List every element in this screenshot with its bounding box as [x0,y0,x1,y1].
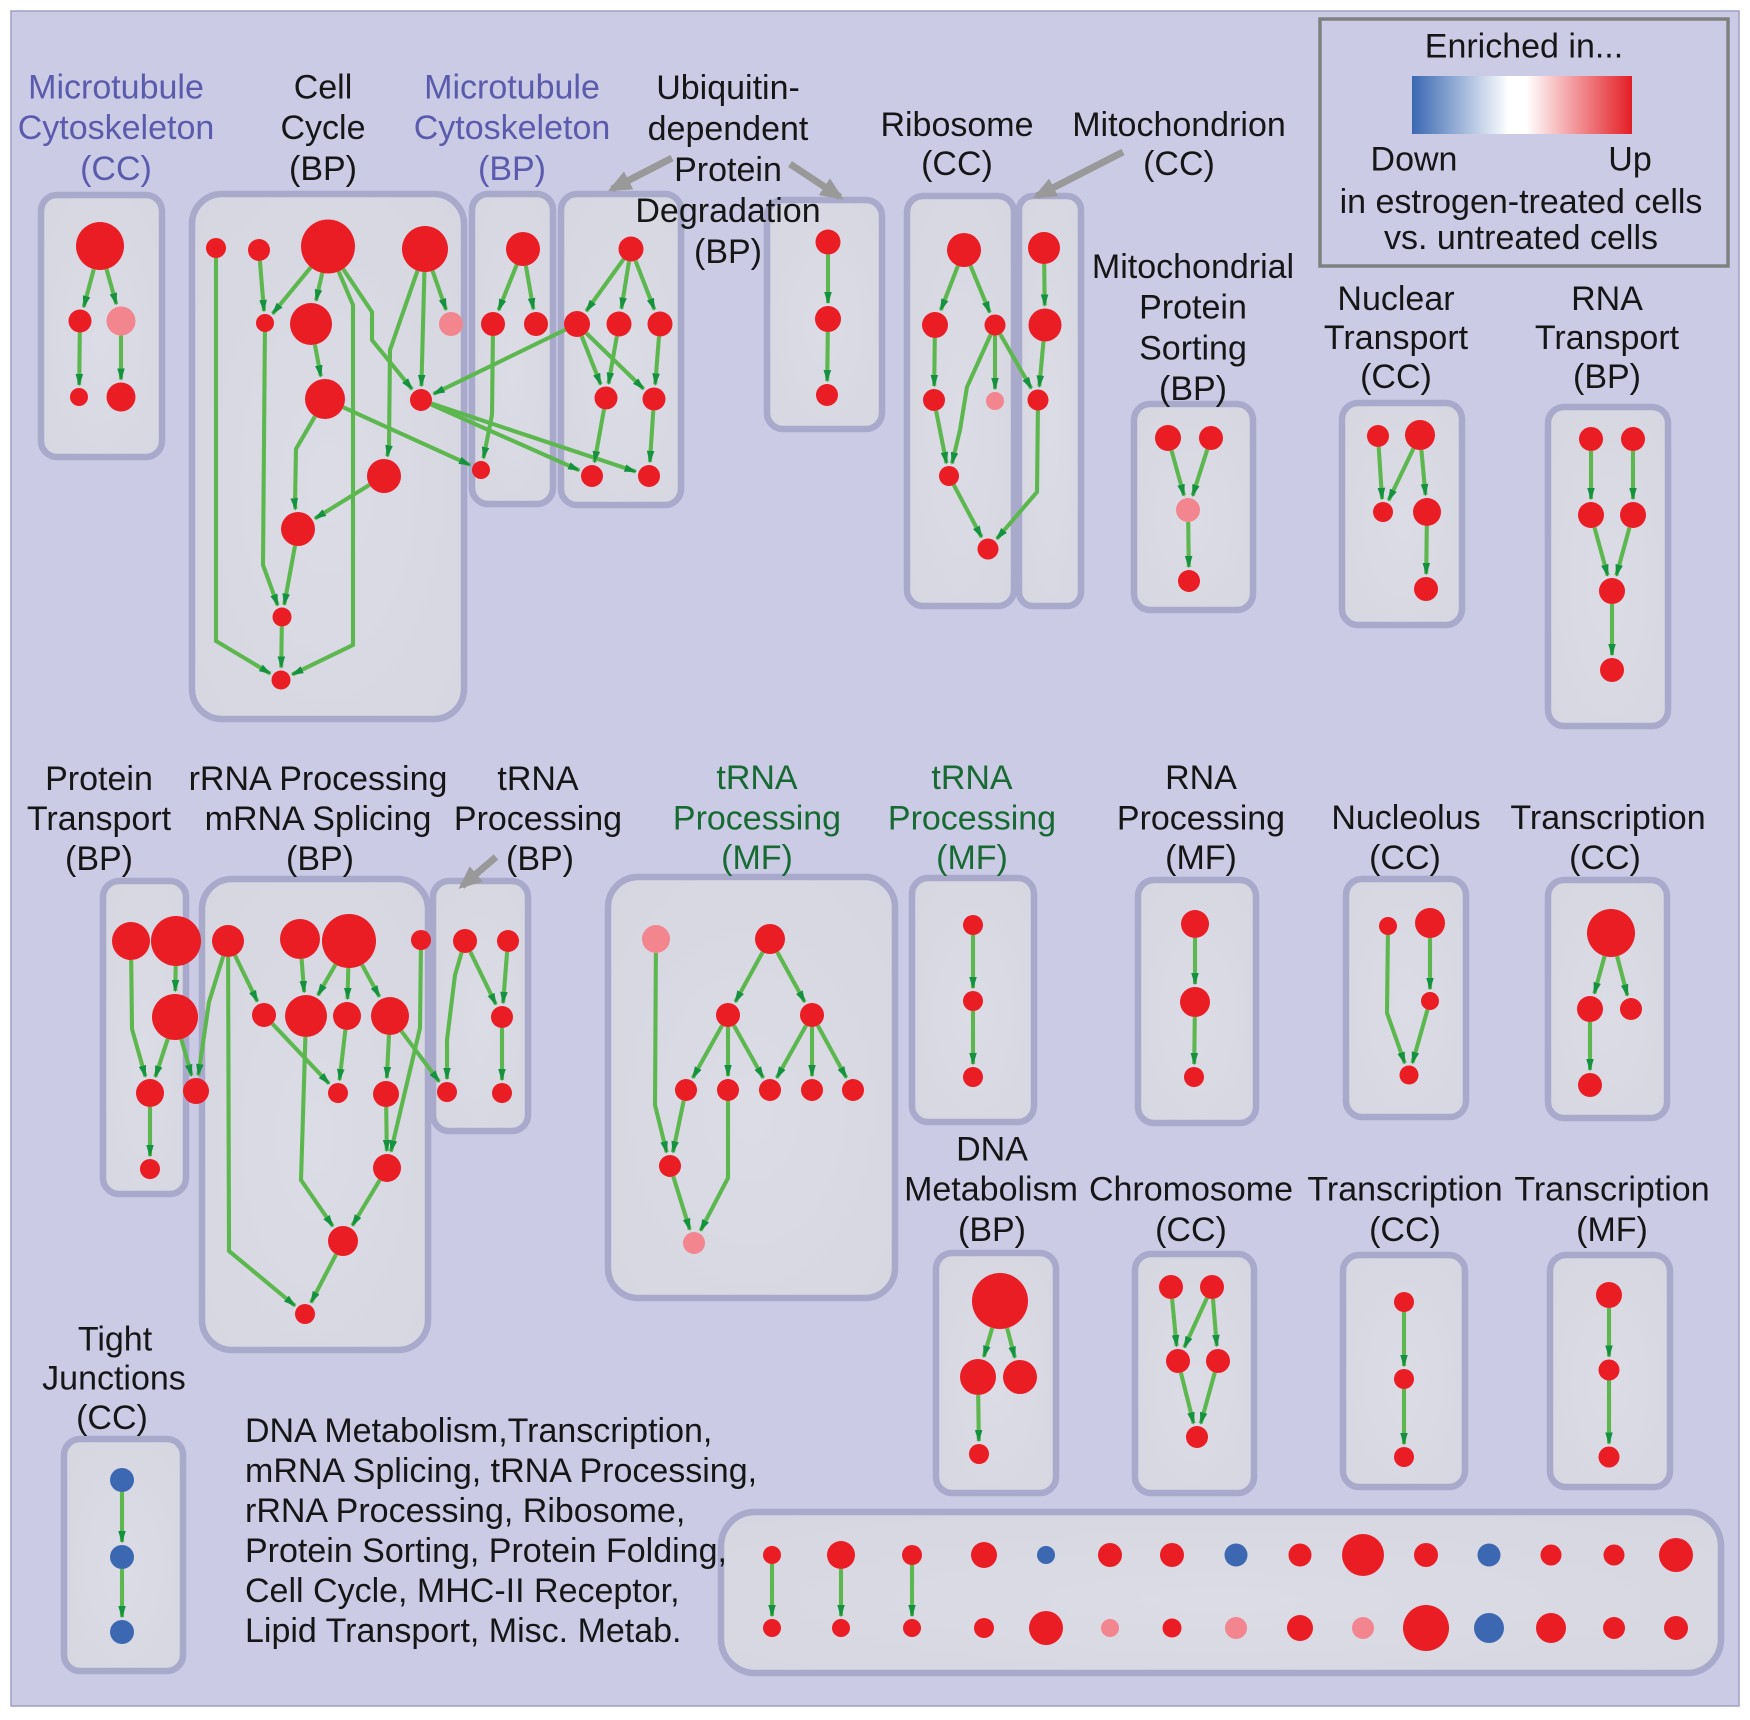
svg-text:Lipid Transport, Misc. Metab.: Lipid Transport, Misc. Metab. [245,1612,682,1650]
svg-text:(MF): (MF) [1576,1211,1648,1249]
svg-text:Protein: Protein [1139,289,1247,327]
svg-text:Junctions: Junctions [42,1360,186,1398]
svg-text:(CC): (CC) [1369,839,1441,877]
svg-text:(BP): (BP) [694,233,762,271]
svg-text:Down: Down [1371,141,1458,179]
svg-text:Nuclear: Nuclear [1337,280,1454,318]
svg-text:(CC): (CC) [1569,839,1641,877]
svg-text:tRNA: tRNA [497,760,579,798]
svg-text:rRNA Processing: rRNA Processing [189,760,448,798]
svg-text:(BP): (BP) [65,840,133,878]
svg-text:Transcription: Transcription [1514,1171,1709,1209]
svg-text:(CC): (CC) [921,145,993,183]
svg-text:(BP): (BP) [958,1211,1026,1249]
svg-text:Transcription: Transcription [1307,1171,1502,1209]
svg-text:Ubiquitin-: Ubiquitin- [656,69,800,107]
svg-text:(CC): (CC) [76,1399,148,1437]
svg-text:(BP): (BP) [478,150,546,188]
svg-text:Degradation: Degradation [635,192,820,230]
svg-text:Mitochondrion: Mitochondrion [1072,106,1286,144]
svg-text:(BP): (BP) [1573,358,1641,396]
svg-text:Microtubule: Microtubule [424,69,600,107]
svg-text:(BP): (BP) [286,840,354,878]
svg-text:Ribosome: Ribosome [880,106,1033,144]
svg-text:Protein: Protein [674,151,782,189]
svg-text:DNA: DNA [956,1131,1028,1169]
svg-text:DNA Metabolism,Transcription,: DNA Metabolism,Transcription, [245,1412,712,1450]
svg-text:(CC): (CC) [1369,1211,1441,1249]
svg-text:(MF): (MF) [721,839,793,877]
svg-text:Processing: Processing [454,800,622,838]
svg-text:dependent: dependent [648,110,809,148]
svg-text:Microtubule: Microtubule [28,69,204,107]
svg-text:Mitochondrial: Mitochondrial [1092,248,1294,286]
svg-text:Cell Cycle, MHC-II Receptor,: Cell Cycle, MHC-II Receptor, [245,1572,680,1610]
svg-text:(CC): (CC) [1155,1211,1227,1249]
svg-text:mRNA Splicing: mRNA Splicing [205,800,432,838]
svg-text:Chromosome: Chromosome [1089,1171,1293,1209]
svg-text:Sorting: Sorting [1139,329,1247,367]
svg-text:tRNA: tRNA [716,759,798,797]
svg-text:RNA: RNA [1571,280,1643,318]
svg-text:(MF): (MF) [936,839,1008,877]
svg-text:Processing: Processing [888,800,1056,838]
svg-text:tRNA: tRNA [931,759,1013,797]
svg-text:(CC): (CC) [1360,358,1432,396]
svg-text:in estrogen-treated cells: in estrogen-treated cells [1340,183,1703,221]
svg-text:Cytoskeleton: Cytoskeleton [414,109,611,147]
svg-text:Processing: Processing [1117,800,1285,838]
svg-text:Cell: Cell [294,69,353,107]
svg-text:Tight: Tight [78,1321,153,1359]
svg-text:Protein Sorting, Protein Foldi: Protein Sorting, Protein Folding, [245,1532,727,1570]
svg-text:Transport: Transport [1324,319,1469,357]
svg-text:Transport: Transport [1535,319,1680,357]
svg-text:Transport: Transport [27,800,172,838]
svg-text:rRNA Processing, Ribosome,: rRNA Processing, Ribosome, [245,1492,685,1530]
svg-text:Transcription: Transcription [1510,799,1705,837]
svg-text:Metabolism: Metabolism [904,1171,1078,1209]
svg-text:Enriched in...: Enriched in... [1425,28,1623,66]
svg-text:(CC): (CC) [80,150,152,188]
svg-text:Nucleolus: Nucleolus [1331,799,1480,837]
svg-text:Processing: Processing [673,800,841,838]
svg-text:Cytoskeleton: Cytoskeleton [18,109,215,147]
svg-text:RNA: RNA [1165,759,1237,797]
svg-text:Up: Up [1608,141,1651,179]
svg-text:mRNA Splicing, tRNA Processing: mRNA Splicing, tRNA Processing, [245,1452,757,1490]
svg-text:(MF): (MF) [1165,839,1237,877]
svg-text:Cycle: Cycle [280,109,365,147]
svg-text:(BP): (BP) [1159,370,1227,408]
svg-text:(BP): (BP) [506,840,574,878]
svg-text:(BP): (BP) [289,150,357,188]
svg-text:vs. untreated cells: vs. untreated cells [1384,219,1658,257]
svg-text:Protein: Protein [45,760,153,798]
svg-text:(CC): (CC) [1143,145,1215,183]
